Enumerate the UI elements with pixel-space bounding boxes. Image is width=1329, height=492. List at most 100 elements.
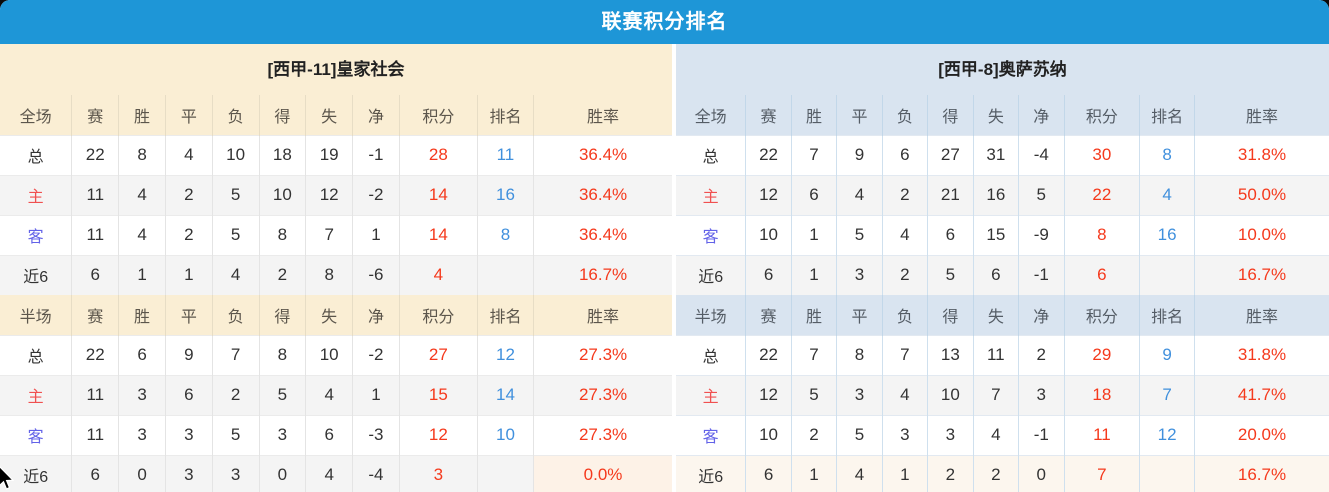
stat-cell: 2 (165, 214, 213, 255)
stat-cell: 9 (836, 134, 883, 175)
column-header: 赛 (745, 95, 792, 135)
stat-cell: 12 (305, 174, 354, 215)
stat-cell: 0 (1018, 454, 1065, 492)
stat-cell: 4 (212, 254, 260, 295)
stat-cell: 12 (745, 174, 792, 215)
stat-cell: 2 (973, 454, 1020, 492)
stat-cell: 36.4% (533, 134, 672, 175)
table-row: 总 22 6 9 7 8 10 -2 27 12 27.3% (0, 334, 672, 375)
stat-cell: 16.7% (533, 254, 672, 295)
column-header: 排名 (477, 95, 535, 135)
stat-cell: 1 (791, 214, 838, 255)
stat-cell: 41.7% (1194, 374, 1329, 415)
stat-cell: 9 (1139, 334, 1195, 375)
column-header: 得 (259, 95, 307, 135)
stat-cell: 5 (212, 174, 260, 215)
stat-cell: 2 (259, 254, 307, 295)
stat-cell: 5 (212, 214, 260, 255)
stat-cell: 10 (927, 374, 974, 415)
stat-cell: 30 (1064, 134, 1141, 175)
stat-cell: 4 (118, 214, 166, 255)
stat-cell: 3 (118, 414, 166, 455)
table-row: 总 22 8 4 10 18 19 -1 28 11 36.4% (0, 134, 672, 175)
team-panel-away: [西甲-8]奥萨苏纳 全场赛胜平负得失净积分 排名 胜率总 22 7 9 6 27 31 -4 30… (672, 44, 1329, 492)
stat-cell: 6 (71, 454, 120, 492)
stat-cell: 8 (118, 134, 166, 175)
section-header-row: 半场赛胜平负得失净积分 排名 胜率 (0, 295, 672, 335)
column-header: 平 (836, 295, 883, 335)
stat-cell: -2 (352, 174, 400, 215)
stat-cell: 16 (477, 174, 535, 215)
row-label: 近6 (676, 254, 747, 295)
stat-cell: 50.0% (1194, 174, 1329, 215)
stat-cell: 14 (399, 214, 478, 255)
table-row: 客 10 2 5 3 3 4 -1 11 12 20.0% (676, 414, 1329, 455)
section-header-row: 全场赛胜平负得失净积分 排名 胜率 (676, 95, 1329, 135)
stat-cell: -2 (352, 334, 400, 375)
row-label: 客 (0, 414, 73, 455)
stat-cell: 7 (791, 134, 838, 175)
stat-cell: 22 (71, 134, 120, 175)
stat-cell: 3 (927, 414, 974, 455)
stat-cell: 8 (1139, 134, 1195, 175)
stat-cell: 6 (305, 414, 354, 455)
row-label: 主 (0, 174, 73, 215)
column-header: 胜率 (533, 95, 672, 135)
column-header: 赛 (745, 295, 792, 335)
stat-cell: 8 (836, 334, 883, 375)
stat-cell: 3 (165, 454, 213, 492)
stat-cell: 28 (399, 134, 478, 175)
stat-cell: 10 (305, 334, 354, 375)
column-header: 胜率 (1194, 95, 1329, 135)
stat-cell: 2 (882, 174, 929, 215)
stat-cell: -6 (352, 254, 400, 295)
stat-cell: 27.3% (533, 414, 672, 455)
table-row: 近6 6 1 1 4 2 8 -6 4 16.7% (0, 254, 672, 295)
stat-cell: 1 (352, 214, 400, 255)
column-header: 积分 (1064, 95, 1141, 135)
stat-cell: 1 (791, 254, 838, 295)
stat-cell: 3 (1018, 374, 1065, 415)
table-row: 客 11 4 2 5 8 7 1 14 8 36.4% (0, 214, 672, 255)
stat-cell: 11 (71, 414, 120, 455)
column-header: 胜 (118, 95, 166, 135)
stat-cell (477, 454, 535, 492)
column-header: 得 (927, 295, 974, 335)
stat-cell: 9 (165, 334, 213, 375)
stat-cell: 4 (1139, 174, 1195, 215)
stat-cell: 5 (836, 414, 883, 455)
stat-cell: 3 (212, 454, 260, 492)
column-header: 积分 (399, 295, 478, 335)
column-header: 净 (352, 95, 400, 135)
stat-cell: 3 (836, 374, 883, 415)
stat-cell: 6 (165, 374, 213, 415)
stat-cell: 1 (882, 454, 929, 492)
stat-cell: 29 (1064, 334, 1141, 375)
stat-cell: 6 (745, 254, 792, 295)
team-panel-home: [西甲-11]皇家社会 全场赛胜平负得失净积分 排名 胜率总 22 8 4 10 18 19 -1… (0, 44, 672, 492)
stat-cell: -1 (1018, 414, 1065, 455)
stat-cell: -4 (1018, 134, 1065, 175)
row-label: 主 (676, 174, 747, 215)
stat-cell: 27 (927, 134, 974, 175)
stat-cell (1139, 454, 1195, 492)
stat-cell: 27.3% (533, 334, 672, 375)
column-header: 失 (305, 295, 354, 335)
table-row: 近6 6 0 3 3 0 4 -4 3 0.0% (0, 454, 672, 492)
stat-cell: 16 (973, 174, 1020, 215)
stat-cell: 31 (973, 134, 1020, 175)
stat-cell: 11 (71, 174, 120, 215)
column-header: 胜率 (533, 295, 672, 335)
stat-cell: 10 (259, 174, 307, 215)
mouse-cursor-icon (0, 466, 15, 490)
stat-cell: 2 (165, 174, 213, 215)
stat-cell: 4 (973, 414, 1020, 455)
team-title-away: [西甲-8]奥萨苏纳 (938, 60, 1067, 79)
stat-cell: 8 (1064, 214, 1141, 255)
stat-cell: 4 (882, 374, 929, 415)
stat-cell: 2 (212, 374, 260, 415)
column-header: 平 (165, 95, 213, 135)
stat-cell (1139, 254, 1195, 295)
stat-cell: 18 (259, 134, 307, 175)
table-row: 主 11 4 2 5 10 12 -2 14 16 36.4% (0, 174, 672, 215)
